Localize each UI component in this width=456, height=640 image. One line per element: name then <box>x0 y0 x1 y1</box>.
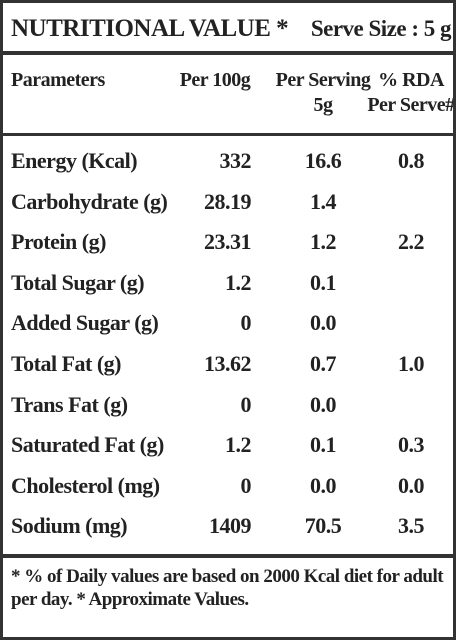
per-100g-value: 0 <box>240 472 252 498</box>
column-header: Parameters <box>11 69 105 91</box>
per-100g-value: 28.19 <box>204 188 252 214</box>
rda-value: 2.2 <box>398 229 425 255</box>
per-serving-value: 1.4 <box>310 188 337 214</box>
column-header: Per Serving <box>275 69 371 91</box>
per-serving-value: 70.5 <box>304 513 342 539</box>
rda-value: 0.3 <box>398 432 425 458</box>
divider <box>3 51 453 55</box>
per-serving-value: 0.1 <box>310 432 337 458</box>
parameter-name: Cholesterol (mg) <box>11 472 160 498</box>
divider <box>3 133 453 136</box>
per-100g-value: 1.2 <box>225 432 252 458</box>
per-serving-value: 0.0 <box>310 310 337 336</box>
per-100g-value: 0 <box>240 310 252 336</box>
per-serving-value: 0.0 <box>310 472 337 498</box>
column-header: 5g <box>313 94 334 116</box>
rda-value: 3.5 <box>398 513 425 539</box>
parameter-name: Carbohydrate (g) <box>11 188 168 214</box>
per-serving-value: 0.1 <box>310 269 337 295</box>
per-100g-value: 1409 <box>209 513 252 539</box>
parameter-name: Trans Fat (g) <box>11 391 128 417</box>
column-header: Per 100g <box>179 69 251 91</box>
column-header: % RDA <box>378 69 444 91</box>
footnote: * % of Daily values are based on 2000 Kc… <box>11 566 444 610</box>
per-100g-value: 0 <box>240 391 252 417</box>
parameter-name: Total Fat (g) <box>11 351 122 376</box>
parameter-name: Saturated Fat (g) <box>11 432 164 458</box>
per-100g-value: 23.31 <box>204 229 252 255</box>
per-serving-value: 16.6 <box>304 148 342 173</box>
per-100g-value: 13.62 <box>204 351 252 376</box>
per-100g-value: 1.2 <box>225 269 252 295</box>
per-serving-value: 0.0 <box>310 391 337 417</box>
per-serving-value: 0.7 <box>310 351 337 376</box>
column-header: Per Serve# <box>367 94 455 116</box>
title: NUTRITIONAL VALUE * <box>11 15 289 42</box>
rda-value: 0.0 <box>398 472 425 498</box>
parameter-name: Energy (Kcal) <box>11 148 138 173</box>
rda-value: 1.0 <box>398 351 425 376</box>
serve-size: Serve Size : 5 g <box>310 16 452 41</box>
parameter-name: Protein (g) <box>11 229 106 255</box>
parameter-name: Sodium (mg) <box>11 513 128 539</box>
parameter-name: Added Sugar (g) <box>11 310 159 336</box>
parameter-name: Total Sugar (g) <box>11 269 145 295</box>
per-100g-value: 332 <box>219 148 252 173</box>
divider <box>3 554 453 558</box>
per-serving-value: 1.2 <box>310 229 337 255</box>
rda-value: 0.8 <box>398 148 425 173</box>
